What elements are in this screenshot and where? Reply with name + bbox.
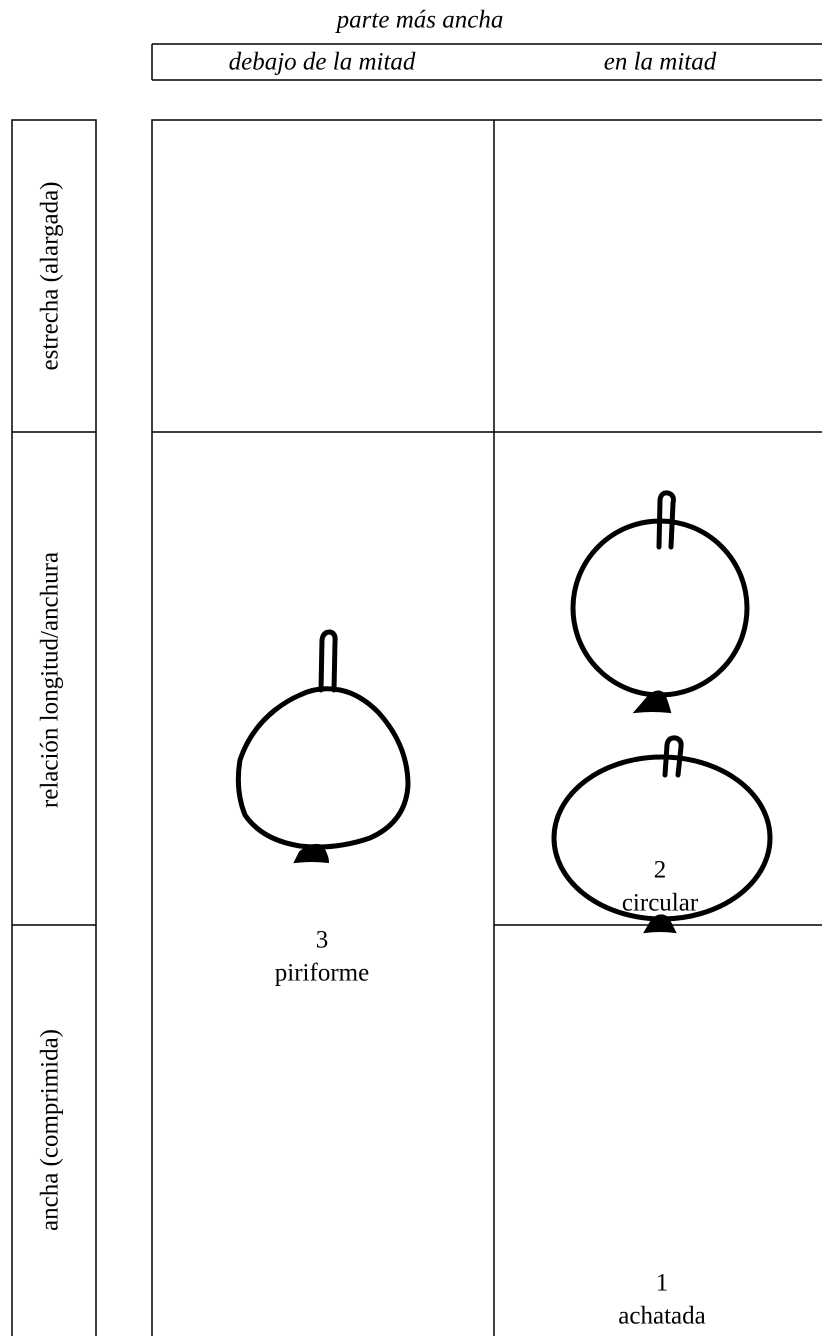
shape-code: 2 (654, 857, 667, 884)
row-axis-title: relación longitud/anchura (37, 552, 64, 808)
row-label: estrecha (alargada) (37, 182, 64, 371)
fruit-flattened (551, 735, 773, 934)
shape-label: piriforme (275, 960, 369, 987)
fruit-piriform (235, 629, 411, 864)
shape-code: 3 (316, 927, 329, 954)
shape-label: achatada (618, 1303, 705, 1330)
row-label-box (11, 119, 97, 1336)
row-label: ancha (comprimida) (37, 1029, 64, 1231)
shape-label: circular (622, 890, 699, 917)
column-label: en la mitad (604, 49, 717, 76)
fruit-circular (570, 490, 750, 714)
grid-border (151, 119, 822, 1336)
header-title: parte más ancha (335, 7, 504, 34)
column-label: debajo de la mitad (229, 49, 416, 76)
shape-code: 1 (656, 1270, 669, 1297)
